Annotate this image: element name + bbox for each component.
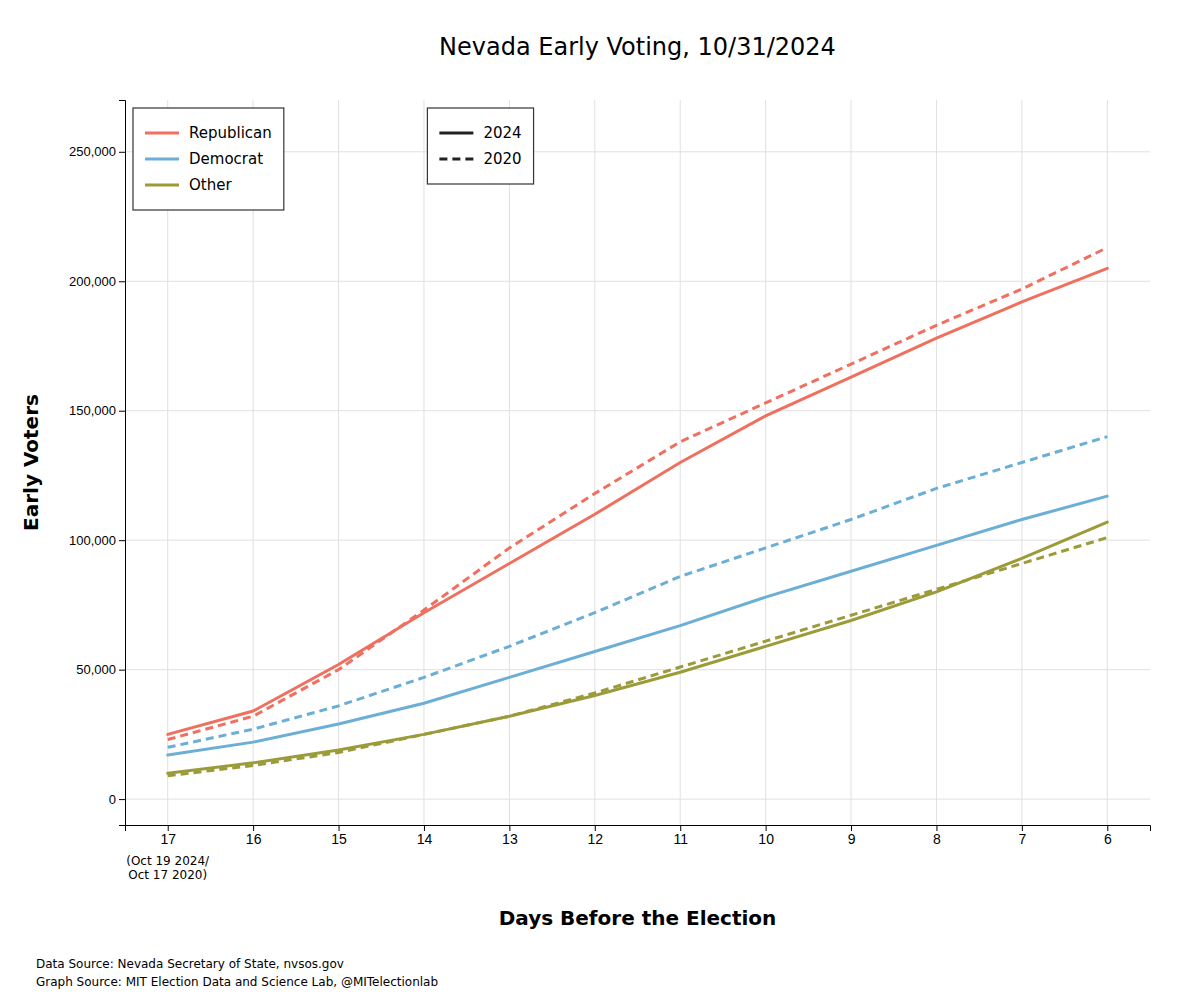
- legend-swatch: [145, 184, 179, 187]
- x-tick-label: 9: [848, 831, 856, 847]
- y-tick-mark: [119, 799, 125, 800]
- x-tick: 11: [673, 825, 688, 847]
- x-tick: 7: [1018, 825, 1026, 847]
- x-tick-label: 14: [417, 831, 433, 847]
- chart: 17 16 15 14 13 12 11 10 9 8 7 6 0 50,000 100,000 150,00…: [0, 0, 1190, 1000]
- line: [168, 248, 1108, 740]
- grid-line-y: [125, 799, 1150, 800]
- legend-box: [133, 108, 284, 210]
- x-tick: 17: [160, 825, 176, 847]
- grid-line-x: [765, 100, 766, 825]
- grid: [125, 100, 1150, 825]
- legend-swatch: [145, 132, 179, 135]
- grid-line-y: [125, 281, 1150, 282]
- footnote: Data Source: Nevada Secretary of State, …: [36, 957, 344, 971]
- grid-line-x: [338, 100, 339, 825]
- grid-line-y: [125, 669, 1150, 670]
- line: [168, 437, 1108, 748]
- grid-line-x: [936, 100, 937, 825]
- line: [168, 538, 1108, 776]
- x-tick: 15: [331, 825, 347, 847]
- legend-swatch: [439, 132, 473, 135]
- x-tick: 8: [933, 825, 941, 847]
- y-axis-title: Early Voters: [19, 394, 43, 531]
- y-tick-label: 250,000: [69, 144, 116, 159]
- line: [168, 268, 1108, 734]
- y-tick-label: 200,000: [69, 274, 116, 289]
- legend-label: Republican: [189, 124, 272, 142]
- x-tick: 14: [417, 825, 433, 847]
- annotation-line: Oct 17 2020): [128, 868, 207, 882]
- x-tick-label: 8: [933, 831, 941, 847]
- x-tick-label: 10: [758, 831, 774, 847]
- y-tick-mark: [119, 281, 125, 282]
- title: Nevada Early Voting, 10/31/2024: [439, 33, 836, 61]
- x-tick-label: 13: [502, 831, 518, 847]
- y-tick-mark: [119, 540, 125, 541]
- x-axis-title: Days Before the Election: [499, 906, 777, 930]
- x-tick-label: 11: [673, 831, 688, 847]
- y-tick-mark: [119, 411, 125, 412]
- legend-label: 2020: [483, 150, 521, 168]
- y-tick-mark: [119, 152, 125, 153]
- legend-swatch: [439, 158, 473, 161]
- legend-box: [427, 108, 533, 184]
- x-tick-label: 6: [1104, 831, 1112, 847]
- line: [168, 522, 1108, 773]
- y-tick-mark: [119, 670, 125, 671]
- x-tick: 16: [246, 825, 262, 847]
- y-axis: 0 50,000 100,000 150,000 200,000 250,000: [69, 101, 126, 826]
- y-tick: 100,000: [69, 533, 125, 548]
- x-tick-label: 12: [588, 831, 604, 847]
- x-tick: 6: [1104, 825, 1112, 847]
- y-tick: 250,000: [69, 144, 125, 159]
- y-tick: 0: [109, 792, 125, 807]
- y-tick: 200,000: [69, 274, 125, 289]
- x-tick: 12: [588, 825, 604, 847]
- x-tick: 10: [758, 825, 774, 847]
- legend-label: Democrat: [189, 150, 263, 168]
- grid-line-x: [423, 100, 424, 825]
- y-tick-label: 100,000: [69, 533, 116, 548]
- line: [168, 496, 1108, 755]
- legend-label: Other: [189, 176, 232, 194]
- x-tick: 9: [848, 825, 856, 847]
- x-axis: 17 16 15 14 13 12 11 10 9 8 7 6: [126, 825, 1151, 847]
- grid-line-x: [594, 100, 595, 825]
- y-tick-label: 150,000: [69, 403, 116, 418]
- legend-label: 2024: [483, 124, 521, 142]
- grid-line-y: [125, 410, 1150, 411]
- plot-area: [168, 248, 1108, 776]
- y-tick: 150,000: [69, 403, 125, 418]
- legend-year: 2024 2020: [427, 108, 533, 184]
- y-tick: 50,000: [76, 662, 125, 677]
- annotation-line: (Oct 19 2024/: [126, 854, 210, 868]
- x-tick: 13: [502, 825, 518, 847]
- footnote: Graph Source: MIT Election Data and Scie…: [36, 975, 438, 989]
- grid-line-x: [1107, 100, 1108, 825]
- legend-swatch: [145, 158, 179, 161]
- legend-party: Republican Democrat Other: [133, 108, 284, 210]
- x-axis-line: [126, 826, 1151, 832]
- x-tick-label: 7: [1018, 831, 1026, 847]
- x-tick-label: 17: [160, 831, 176, 847]
- annotation: (Oct 19 2024/Oct 17 2020): [126, 854, 210, 882]
- x-tick-label: 15: [331, 831, 347, 847]
- y-tick-label: 50,000: [76, 662, 116, 677]
- y-tick-label: 0: [109, 792, 116, 807]
- x-tick-label: 16: [246, 831, 262, 847]
- grid-line-x: [851, 100, 852, 825]
- grid-line-y: [125, 540, 1150, 541]
- y-axis-line: [119, 101, 126, 826]
